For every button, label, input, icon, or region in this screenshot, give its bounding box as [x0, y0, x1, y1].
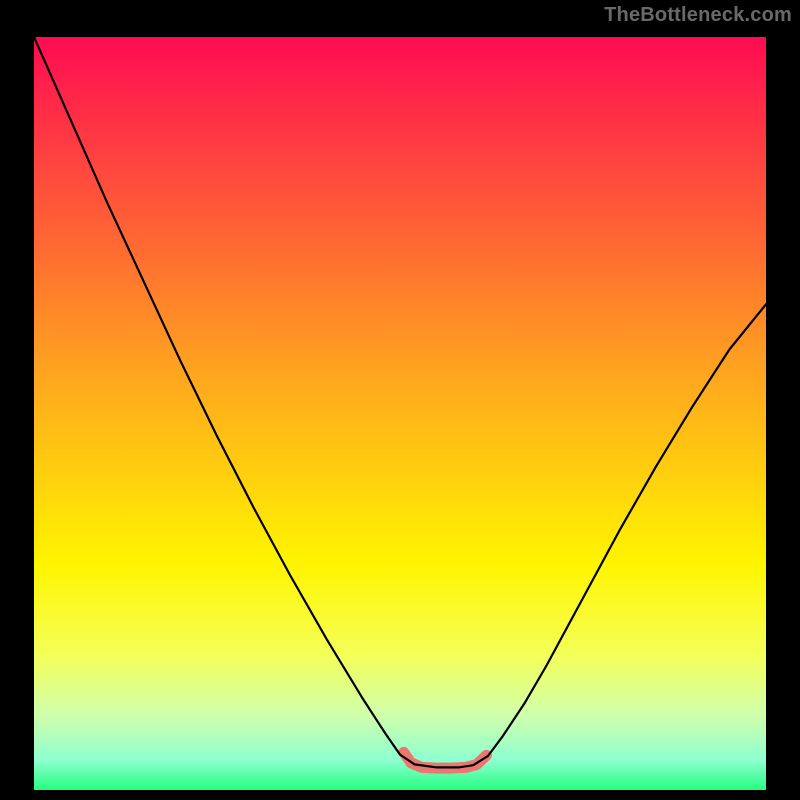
- plot-area: [34, 37, 766, 790]
- bottleneck-curve-chart: [0, 0, 800, 800]
- chart-container: TheBottleneck.com: [0, 0, 800, 800]
- watermark-text: TheBottleneck.com: [604, 4, 792, 27]
